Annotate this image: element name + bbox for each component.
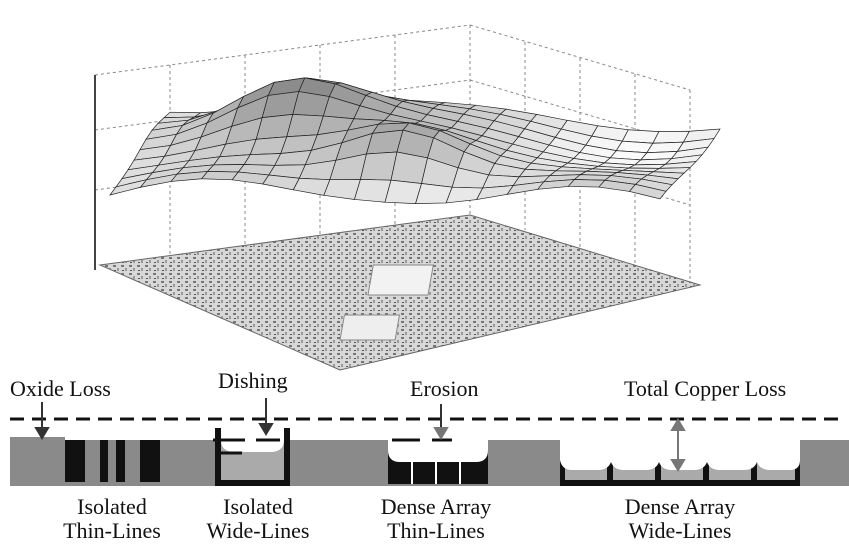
caption: Dense Array — [381, 494, 492, 519]
caption: Isolated — [223, 494, 293, 519]
caption: Wide-Lines — [629, 518, 732, 543]
mesh-cell — [568, 180, 605, 188]
floor-block — [340, 315, 399, 340]
caption: Wide-Lines — [207, 518, 310, 543]
caption: Isolated — [77, 494, 147, 519]
mesh-cell — [354, 179, 391, 202]
label: Dishing — [218, 368, 288, 393]
surface-mesh — [110, 78, 720, 204]
caption: Thin-Lines — [63, 518, 161, 543]
surface-plot — [95, 25, 720, 370]
figure: Oxide Loss Dishing Erosion Total Copper … — [0, 0, 849, 546]
cross-section: Oxide Loss Dishing Erosion Total Copper … — [10, 368, 849, 543]
mesh-cell — [293, 178, 330, 195]
mesh-cell — [391, 152, 428, 184]
mesh-cell — [324, 179, 361, 199]
label: Total Copper Loss — [624, 376, 786, 401]
oxide-step — [10, 437, 65, 441]
label: Erosion — [410, 376, 478, 401]
floor-block — [368, 265, 433, 295]
mesh-cell — [360, 152, 397, 180]
mesh-cell — [446, 187, 483, 203]
label: Oxide Loss — [10, 376, 111, 401]
caption: Dense Array — [625, 494, 736, 519]
captions: IsolatedThin-LinesIsolatedWide-LinesDens… — [63, 494, 735, 543]
mesh-cell — [385, 180, 422, 203]
mesh-cell — [202, 171, 239, 179]
caption: Thin-Lines — [387, 518, 485, 543]
erosion-dish — [388, 432, 488, 462]
